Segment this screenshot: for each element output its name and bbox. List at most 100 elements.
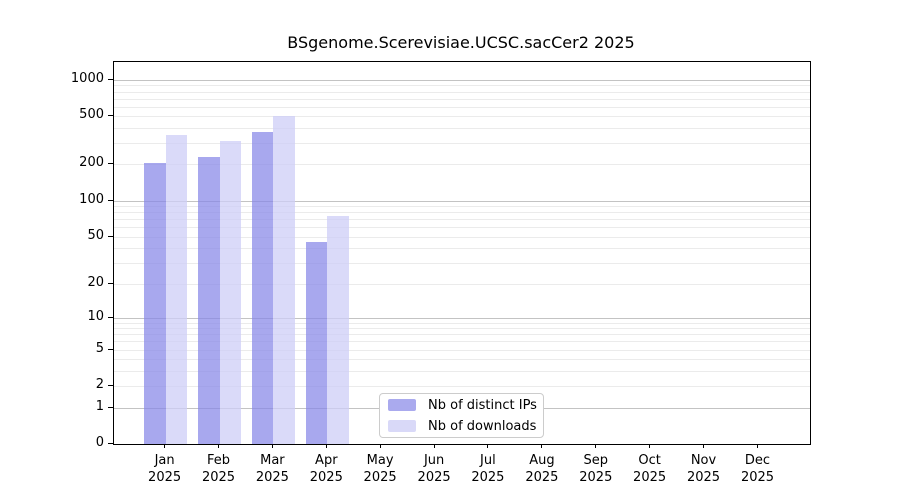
y-tick xyxy=(108,282,113,284)
x-tick-label-sep: Sep 2025 xyxy=(564,452,628,486)
distinct-ips-swatch xyxy=(388,399,416,411)
month-label: Aug xyxy=(529,453,555,468)
x-tick xyxy=(703,444,704,448)
x-tick xyxy=(595,444,597,448)
y-tick-label: 5 xyxy=(95,340,104,356)
minor-gridline xyxy=(114,219,810,221)
minor-gridline xyxy=(114,334,810,336)
minor-gridline xyxy=(114,212,810,214)
bar-nb-of-distinct-ips-jan xyxy=(144,163,166,444)
x-tick xyxy=(164,444,166,448)
x-tick xyxy=(541,444,543,448)
y-tick xyxy=(108,235,113,237)
minor-gridline xyxy=(114,322,810,324)
month-label: Dec xyxy=(744,453,771,468)
year-label: 2025 xyxy=(417,470,451,485)
year-label: 2025 xyxy=(148,470,182,485)
plot-area: Nb of distinct IPs Nb of downloads xyxy=(113,61,811,445)
legend-item-distinct-ips: Nb of distinct IPs xyxy=(388,397,537,413)
y-tick xyxy=(108,78,113,80)
x-tick-label-may: May 2025 xyxy=(348,452,412,486)
year-label: 2025 xyxy=(255,470,289,485)
bar-nb-of-downloads-jan xyxy=(165,135,188,444)
minor-gridline xyxy=(114,227,810,229)
x-tick-label-nov: Nov 2025 xyxy=(672,452,736,486)
x-tick-label-jan: Jan 2025 xyxy=(133,452,197,486)
x-tick xyxy=(757,444,758,448)
minor-gridline xyxy=(114,116,810,118)
y-tick-label: 50 xyxy=(87,227,104,243)
x-tick xyxy=(487,444,489,448)
bar-nb-of-distinct-ips-feb xyxy=(198,157,220,444)
month-label: Mar xyxy=(260,453,285,468)
legend-label-distinct-ips: Nb of distinct IPs xyxy=(428,397,537,413)
year-label: 2025 xyxy=(525,470,559,485)
y-tick-label: 10 xyxy=(87,308,104,324)
month-label: May xyxy=(366,453,394,468)
minor-gridline xyxy=(114,206,810,208)
minor-gridline xyxy=(114,370,810,372)
minor-gridline xyxy=(114,106,810,108)
x-tick xyxy=(271,444,273,448)
bar-nb-of-downloads-apr xyxy=(327,216,349,444)
y-tick xyxy=(108,115,113,117)
year-label: 2025 xyxy=(471,470,505,485)
y-tick-label: 2 xyxy=(95,377,104,393)
y-tick xyxy=(108,443,113,444)
minor-gridline xyxy=(114,283,810,285)
x-tick-label-oct: Oct 2025 xyxy=(618,452,682,486)
y-tick-label: 200 xyxy=(79,155,104,171)
month-label: Jul xyxy=(480,453,496,468)
x-tick-label-jun: Jun 2025 xyxy=(402,452,466,486)
x-tick xyxy=(379,444,381,448)
x-tick-label-dec: Dec 2025 xyxy=(726,452,790,486)
minor-gridline xyxy=(114,98,810,100)
x-tick-label-feb: Feb 2025 xyxy=(187,452,251,486)
bar-nb-of-distinct-ips-apr xyxy=(305,242,328,444)
x-tick-label-aug: Aug 2025 xyxy=(510,452,574,486)
month-label: Oct xyxy=(638,453,661,468)
y-tick xyxy=(108,348,113,350)
month-label: Jun xyxy=(423,453,445,468)
x-tick xyxy=(649,444,651,448)
x-tick xyxy=(325,444,327,448)
legend-label-downloads: Nb of downloads xyxy=(428,418,537,434)
y-tick xyxy=(108,406,113,408)
year-label: 2025 xyxy=(579,470,613,485)
minor-gridline xyxy=(114,359,810,361)
year-label: 2025 xyxy=(633,470,667,485)
minor-gridline xyxy=(114,349,810,351)
y-tick xyxy=(108,316,113,318)
y-tick xyxy=(108,199,113,201)
major-gridline xyxy=(114,317,810,319)
y-tick-label: 100 xyxy=(79,191,104,207)
bar-nb-of-downloads-mar xyxy=(273,115,295,444)
minor-gridline xyxy=(114,262,810,264)
y-tick xyxy=(108,385,113,387)
y-tick-label: 500 xyxy=(79,107,104,123)
minor-gridline xyxy=(114,91,810,93)
x-tick-label-mar: Mar 2025 xyxy=(240,452,304,486)
month-label: Sep xyxy=(583,453,609,468)
x-tick-label-jul: Jul 2025 xyxy=(456,452,520,486)
x-tick-label-apr: Apr 2025 xyxy=(294,452,358,486)
month-label: Feb xyxy=(206,453,231,468)
month-label: Nov xyxy=(690,453,717,468)
year-label: 2025 xyxy=(309,470,343,485)
minor-gridline xyxy=(114,341,810,343)
x-tick xyxy=(218,444,219,448)
y-tick-label: 1 xyxy=(95,398,104,414)
legend-item-downloads: Nb of downloads xyxy=(388,418,537,434)
major-gridline xyxy=(114,200,810,202)
year-label: 2025 xyxy=(740,470,775,485)
month-label: Jan xyxy=(154,453,175,468)
minor-gridline xyxy=(114,236,810,238)
chart-title: BSgenome.Scerevisiae.UCSC.sacCer2 2025 xyxy=(287,33,635,52)
minor-gridline xyxy=(114,386,810,388)
year-label: 2025 xyxy=(686,470,721,485)
minor-gridline xyxy=(114,328,810,330)
y-tick-label: 20 xyxy=(87,274,104,290)
x-tick xyxy=(433,444,435,448)
y-tick xyxy=(108,163,113,165)
